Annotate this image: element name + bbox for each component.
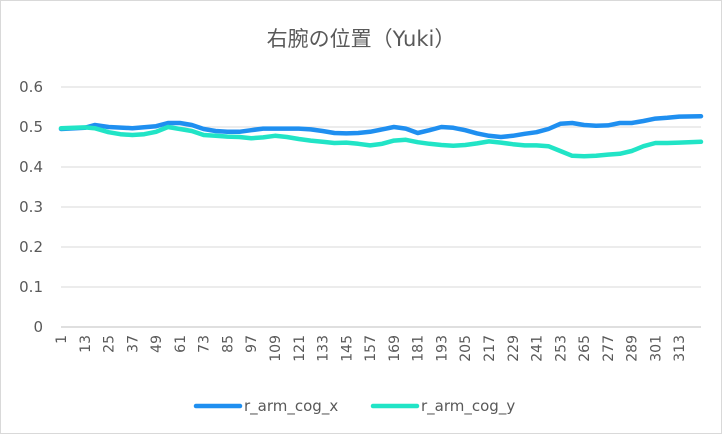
x-tick-label: 241 xyxy=(530,335,546,362)
y-tick-label: 0.1 xyxy=(19,278,43,296)
x-tick-label: 157 xyxy=(363,335,379,362)
x-tick-label: 61 xyxy=(173,335,189,353)
x-tick-label: 265 xyxy=(577,335,593,362)
series-line-r_arm_cog_x xyxy=(58,113,704,140)
y-tick-label: 0.6 xyxy=(19,78,43,96)
legend-label: r_arm_cog_x xyxy=(244,397,338,416)
legend-label: r_arm_cog_y xyxy=(421,397,515,416)
x-tick-label: 97 xyxy=(244,335,260,353)
x-tick-label: 121 xyxy=(292,335,308,362)
x-tick-label: 193 xyxy=(434,335,450,362)
chart-title: 右腕の位置（Yuki） xyxy=(266,27,456,51)
x-tick-label: 205 xyxy=(458,335,474,362)
y-tick-label: 0.4 xyxy=(19,158,43,176)
x-tick-label: 1 xyxy=(54,335,70,344)
x-tick-label: 229 xyxy=(506,335,522,362)
x-tick-label: 73 xyxy=(197,335,213,353)
legend: r_arm_cog_x r_arm_cog_y xyxy=(193,397,515,416)
x-tick-label: 13 xyxy=(78,335,94,353)
x-tick-label: 25 xyxy=(102,335,118,353)
x-tick-label: 181 xyxy=(411,335,427,362)
x-tick-label: 313 xyxy=(672,335,688,362)
x-tick-label: 277 xyxy=(601,335,617,362)
x-tick-label: 253 xyxy=(553,335,569,362)
y-tick-label: 0.3 xyxy=(19,198,43,216)
x-tick-label: 37 xyxy=(125,335,141,353)
x-tick-label: 85 xyxy=(220,335,236,353)
y-tick-label: 0 xyxy=(33,318,43,336)
y-tick-label: 0.5 xyxy=(19,118,43,136)
grid-lines xyxy=(61,86,701,328)
y-tick-label: 0.2 xyxy=(19,238,43,256)
x-tick-label: 109 xyxy=(268,335,284,362)
x-tick-label: 169 xyxy=(387,335,403,362)
x-tick-label: 289 xyxy=(625,335,641,362)
x-tick-label: 217 xyxy=(482,335,498,362)
x-tick-label: 145 xyxy=(339,335,355,362)
x-tick-label: 49 xyxy=(149,335,165,353)
x-tick-label: 133 xyxy=(316,335,332,362)
series-lines xyxy=(58,113,704,159)
y-axis-ticks: 0 0.1 0.2 0.3 0.4 0.5 0.6 xyxy=(19,78,43,336)
series-line-r_arm_cog_y xyxy=(58,124,704,159)
x-axis-ticks: 1 13 25 37 49 61 73 85 97 109 121 133 145 157 169 181 19… xyxy=(54,335,688,362)
x-tick-label: 301 xyxy=(648,335,664,362)
